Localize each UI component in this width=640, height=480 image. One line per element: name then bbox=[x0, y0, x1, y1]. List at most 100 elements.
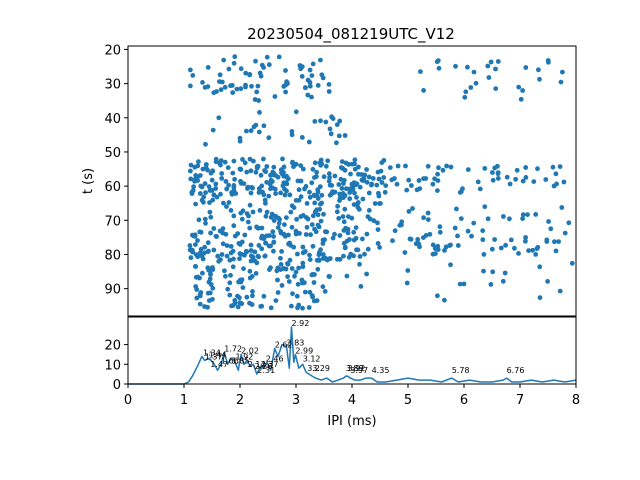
scatter-point bbox=[266, 135, 272, 141]
scatter-point bbox=[482, 204, 488, 210]
scatter-point bbox=[238, 178, 243, 184]
scatter-point bbox=[281, 266, 287, 271]
scatter-point bbox=[442, 297, 447, 303]
scatter-point bbox=[262, 253, 268, 259]
scatter-point bbox=[206, 267, 212, 273]
scatter-point bbox=[433, 251, 438, 256]
scatter-point bbox=[421, 215, 426, 221]
scatter-point bbox=[328, 131, 334, 137]
histogram-x-tick-label: 4 bbox=[348, 393, 356, 408]
histogram-x-tick-label: 0 bbox=[124, 393, 132, 408]
scatter-point bbox=[284, 215, 289, 221]
scatter-point bbox=[220, 241, 226, 247]
scatter-point bbox=[355, 200, 361, 205]
scatter-point bbox=[341, 253, 346, 259]
scatter-point bbox=[486, 75, 492, 80]
scatter-point bbox=[317, 184, 323, 190]
scatter-point bbox=[315, 189, 321, 195]
scatter-point bbox=[245, 219, 251, 225]
scatter-point bbox=[312, 200, 318, 206]
scatter-point bbox=[238, 210, 244, 216]
scatter-point bbox=[392, 228, 398, 234]
peak-label: 2.99 bbox=[295, 346, 313, 355]
scatter-point bbox=[526, 248, 531, 254]
scatter-point bbox=[196, 217, 202, 223]
scatter-point bbox=[264, 179, 270, 185]
scatter-point bbox=[208, 272, 213, 277]
scatter-point bbox=[216, 258, 222, 264]
scatter-point bbox=[448, 262, 453, 268]
scatter-point bbox=[312, 193, 317, 199]
scatter-point bbox=[256, 129, 262, 135]
scatter-point bbox=[190, 249, 196, 255]
peak-label: 3.92 bbox=[348, 364, 366, 373]
scatter-point bbox=[523, 65, 529, 70]
scatter-point bbox=[252, 249, 258, 255]
scatter-point bbox=[267, 233, 272, 238]
scatter-point bbox=[247, 72, 253, 77]
scatter-point bbox=[285, 261, 291, 267]
scatter-point bbox=[377, 245, 382, 250]
scatter-point bbox=[195, 238, 200, 243]
scatter-point bbox=[308, 232, 313, 238]
scatter-point bbox=[206, 184, 212, 190]
scatter-point bbox=[364, 271, 369, 277]
peak-label: 1.34 bbox=[203, 348, 221, 357]
scatter-point bbox=[337, 191, 343, 197]
scatter-point bbox=[244, 249, 250, 255]
scatter-point bbox=[309, 180, 315, 186]
scatter-point bbox=[290, 160, 295, 166]
scatter-point bbox=[192, 164, 198, 170]
scatter-point bbox=[193, 264, 198, 269]
scatter-point bbox=[425, 163, 431, 169]
scatter-point bbox=[371, 218, 377, 224]
scatter-point bbox=[258, 172, 264, 178]
scatter-point bbox=[240, 157, 245, 162]
scatter-point bbox=[203, 220, 208, 226]
scatter-point bbox=[533, 252, 539, 257]
scatter-point bbox=[537, 76, 542, 82]
scatter-point bbox=[242, 232, 248, 238]
scatter-point bbox=[520, 216, 525, 222]
scatter-point bbox=[493, 86, 499, 91]
scatter-point bbox=[408, 236, 414, 242]
scatter-point bbox=[188, 168, 193, 174]
scatter-point bbox=[481, 252, 487, 257]
scatter-point bbox=[514, 167, 520, 173]
scatter-point bbox=[310, 166, 316, 172]
scatter-point bbox=[307, 194, 313, 200]
scatter-point bbox=[546, 219, 551, 224]
scatter-point bbox=[205, 65, 211, 70]
scatter-point bbox=[557, 164, 563, 170]
scatter-point bbox=[357, 261, 362, 267]
scatter-point bbox=[231, 60, 237, 66]
scatter-point bbox=[256, 243, 262, 248]
scatter-point bbox=[403, 163, 408, 169]
scatter-point bbox=[263, 169, 269, 175]
scatter-point bbox=[202, 181, 208, 187]
histogram-y-tick-label: 10 bbox=[104, 358, 121, 373]
scatter-point bbox=[462, 94, 468, 100]
scatter-point bbox=[350, 186, 356, 192]
scatter-point bbox=[268, 305, 274, 311]
scatter-point bbox=[203, 190, 209, 196]
scatter-point bbox=[287, 192, 293, 198]
scatter-point bbox=[536, 67, 541, 73]
peak-label: 3.2 bbox=[307, 364, 320, 373]
scatter-point bbox=[417, 186, 423, 192]
scatter-point bbox=[233, 191, 239, 196]
scatter-point bbox=[239, 216, 245, 222]
scatter-point bbox=[320, 284, 326, 290]
scatter-point bbox=[394, 181, 400, 187]
scatter-point bbox=[221, 57, 227, 63]
scatter-point bbox=[193, 201, 199, 207]
scatter-panel: 20 30 40 50 60 70 80 90 t (s) bbox=[81, 43, 577, 317]
scatter-point bbox=[218, 162, 223, 168]
scatter-point bbox=[437, 229, 443, 235]
scatter-point bbox=[537, 264, 543, 270]
histogram-x-ticks: 0 1 2 3 4 5 6 7 8 bbox=[124, 384, 580, 408]
scatter-point bbox=[222, 268, 227, 274]
scatter-point bbox=[340, 214, 346, 220]
scatter-point bbox=[244, 294, 250, 300]
scatter-point bbox=[208, 230, 214, 236]
